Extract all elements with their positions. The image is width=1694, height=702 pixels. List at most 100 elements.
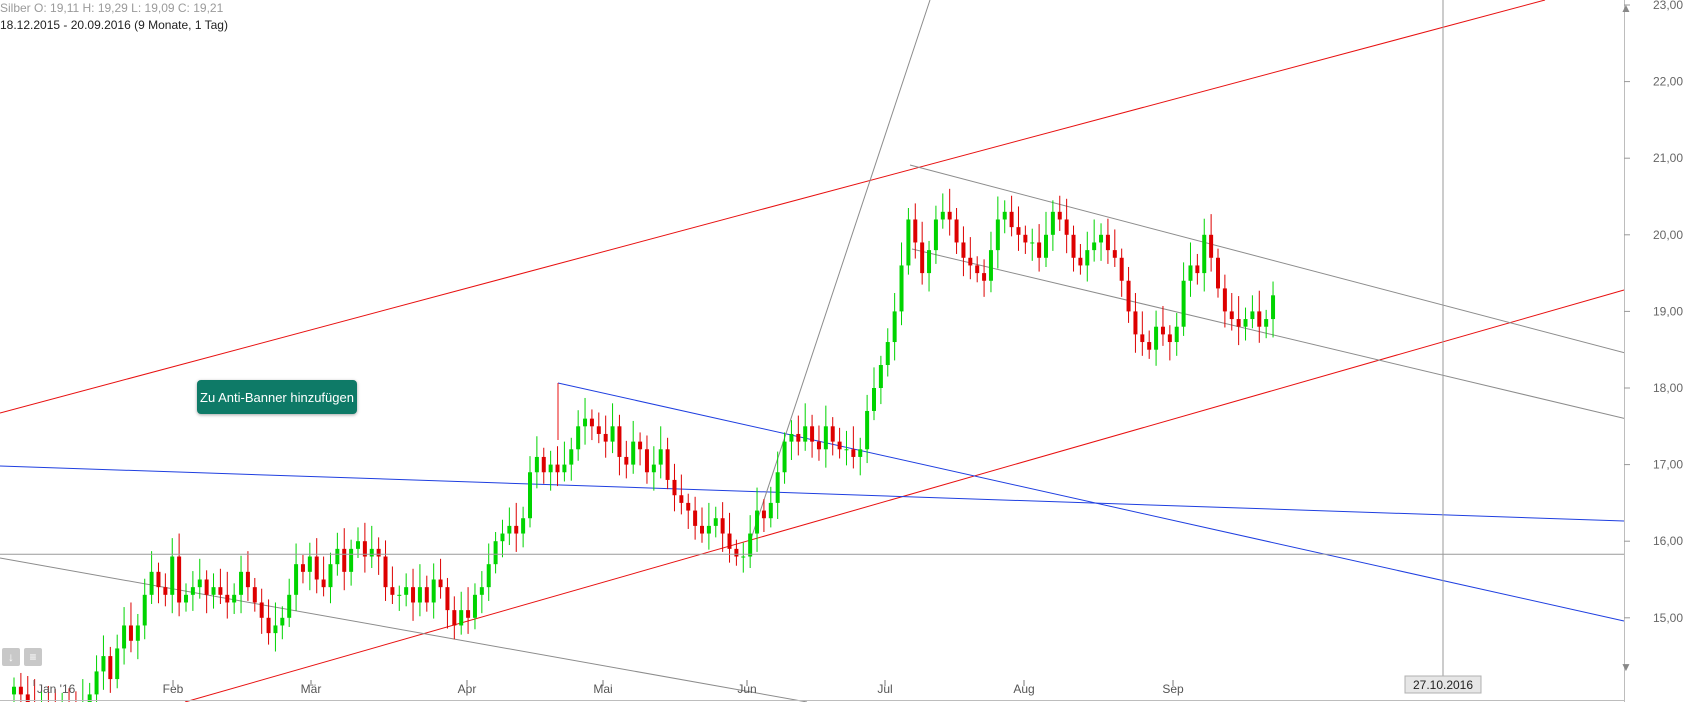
candle-down	[830, 417, 835, 456]
candle-body	[583, 418, 588, 427]
candle-body	[603, 433, 608, 442]
candle-body	[982, 273, 987, 281]
candle-up	[899, 242, 904, 326]
candle-body	[1243, 319, 1248, 327]
candle-body	[239, 571, 244, 595]
candle-up	[748, 515, 753, 569]
candle-body	[706, 525, 711, 534]
candle-up	[479, 571, 484, 614]
grey-trendline-steep	[749, 0, 931, 543]
candle-up	[417, 564, 422, 617]
candle-up	[170, 538, 175, 614]
candle-body	[823, 426, 828, 450]
ohlc-readout: Silber O: 19,11 H: 19,29 L: 19,09 C: 19,…	[0, 1, 224, 15]
candle-body	[149, 571, 154, 595]
candle-down	[555, 446, 560, 487]
scroll-down-icon[interactable]: ▼	[1620, 660, 1632, 674]
candle-up	[197, 558, 202, 599]
candle-up	[576, 410, 581, 461]
candle-up	[1250, 295, 1255, 329]
candle-body	[920, 242, 925, 274]
candle-body	[1147, 342, 1152, 350]
scroll-up-icon[interactable]: ▲	[1620, 1, 1632, 15]
candle-body	[259, 602, 264, 618]
menu-icon[interactable]: ≡	[24, 648, 42, 666]
x-tick-label: Jun	[737, 682, 756, 696]
candle-body	[720, 518, 725, 534]
candle-body	[589, 418, 594, 427]
candle-up	[872, 367, 876, 421]
candle-body	[576, 426, 581, 450]
candle-body	[837, 441, 842, 450]
candle-body	[975, 265, 980, 274]
candle-down	[177, 533, 182, 617]
candle-down	[686, 493, 691, 529]
candle-up	[940, 193, 945, 229]
candle-up	[500, 519, 505, 558]
y-axis-panel	[1624, 0, 1694, 702]
candle-body	[782, 441, 787, 473]
candle-body	[115, 648, 120, 680]
candle-body	[342, 548, 347, 572]
candle-body	[617, 426, 622, 457]
candle-down	[1222, 274, 1227, 328]
y-tick-label: 23,00	[1653, 0, 1683, 12]
candle-body	[397, 594, 402, 596]
candle-down	[156, 562, 161, 604]
candle-body	[1050, 211, 1055, 235]
download-icon[interactable]: ↓	[2, 648, 20, 666]
candle-up	[521, 506, 526, 548]
candle-body	[927, 250, 932, 274]
candle-up	[789, 420, 794, 461]
candle-down	[383, 540, 388, 601]
candle-up	[1264, 309, 1269, 339]
candle-body	[865, 410, 870, 450]
candle-body	[528, 472, 532, 519]
candle-down	[913, 203, 918, 259]
candle-down	[617, 414, 622, 476]
y-tick-label: 19,00	[1653, 304, 1683, 318]
candle-body	[472, 594, 477, 618]
candle-down	[700, 507, 704, 543]
candle-body	[548, 464, 553, 473]
candle-up	[878, 355, 883, 405]
candle-body	[541, 456, 546, 473]
date-tag-label: 27.10.2016	[1413, 678, 1473, 692]
candle-body	[1099, 234, 1104, 243]
candle-body	[1112, 250, 1117, 258]
candle-body	[1229, 311, 1234, 320]
candle-body	[232, 594, 237, 603]
candle-down	[321, 556, 326, 597]
candle-body	[108, 656, 113, 680]
candle-down	[424, 575, 429, 612]
grey-trendline-lower	[0, 557, 808, 702]
candle-down	[679, 474, 684, 515]
candle-up	[1002, 200, 1007, 234]
candle-body	[1044, 234, 1048, 258]
candle-body	[94, 671, 99, 695]
candle-up	[988, 231, 993, 293]
candle-body	[500, 533, 505, 542]
candle-body	[830, 426, 835, 442]
candle-body	[369, 548, 374, 557]
candle-body	[906, 219, 911, 266]
candle-body	[892, 311, 897, 343]
red-trendline-lower	[184, 289, 1625, 702]
candle-body	[761, 510, 766, 519]
candle-body	[431, 579, 436, 603]
candle-body	[775, 472, 780, 503]
candle-body	[190, 587, 195, 595]
candle-down	[47, 685, 49, 702]
candle-down	[514, 502, 519, 552]
add-anti-banner-button[interactable]: Zu Anti-Banner hinzufügen	[197, 380, 357, 414]
candle-down	[25, 676, 30, 702]
candle-body	[486, 564, 491, 588]
candle-body	[287, 594, 292, 618]
candle-body	[273, 625, 278, 634]
candle-body	[1016, 227, 1021, 235]
candle-body	[1133, 311, 1138, 335]
candle-down	[851, 426, 856, 469]
candle-body	[445, 587, 450, 611]
